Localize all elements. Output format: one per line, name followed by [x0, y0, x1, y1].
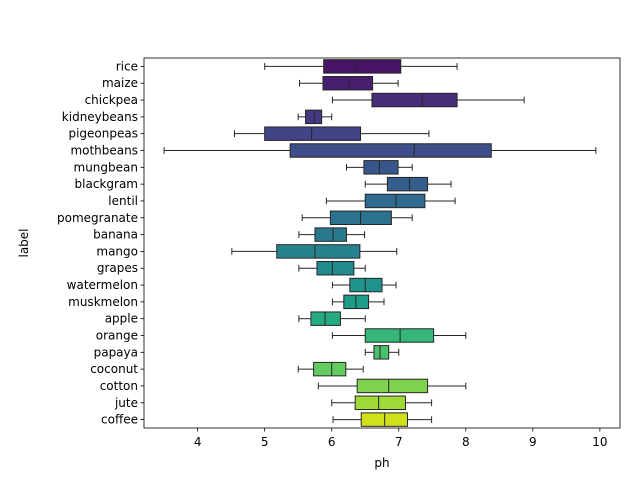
box-orange [331, 328, 467, 343]
box-rect [313, 361, 347, 377]
box-rect [322, 76, 374, 91]
box-coconut [297, 361, 364, 377]
box-rect [373, 345, 390, 360]
box-jute [331, 395, 433, 410]
box-mothbeans [163, 143, 597, 158]
box-coffee [332, 412, 433, 427]
box-papaya [364, 345, 400, 360]
y-tick-label: chickpea [85, 93, 138, 107]
y-tick-label: orange [96, 329, 138, 343]
box-rect [363, 160, 399, 175]
box-banana [298, 227, 366, 242]
box-watermelon [331, 277, 397, 293]
x-tick-label: 9 [529, 435, 537, 449]
box-rect [305, 109, 323, 125]
box-kidneybeans [297, 109, 333, 125]
y-tick-label: rice [116, 59, 138, 73]
y-tick-label: mothbeans [70, 144, 138, 158]
box-rect [371, 92, 458, 108]
box-rect [364, 193, 426, 209]
y-axis-label: label [17, 228, 31, 257]
x-axis-label: ph [374, 456, 389, 470]
y-tick-label: pigeonpeas [68, 127, 138, 141]
y-tick-label: papaya [94, 345, 138, 359]
box-rect [349, 277, 383, 293]
y-tick-label: blackgram [75, 177, 138, 191]
box-lentil [325, 193, 456, 209]
y-tick-label: grapes [97, 261, 138, 275]
y-tick-label: pomegranate [57, 211, 138, 225]
y-tick-label: lentil [108, 194, 138, 208]
y-tick-label: maize [102, 76, 138, 90]
axes-frame [143, 57, 621, 429]
box-pomegranate [301, 210, 413, 226]
box-grapes [298, 261, 366, 276]
x-tick-label: 5 [261, 435, 269, 449]
x-tick-label: 6 [328, 435, 336, 449]
box-rect [364, 328, 435, 343]
y-tick-label: mungbean [74, 160, 138, 174]
box-rice [264, 59, 458, 74]
box-rect [386, 176, 429, 192]
box-rect [310, 311, 341, 326]
box-rect [354, 395, 406, 410]
y-axis-ticks: rice maize chickpea kidneybeans pigeonpeas mo… [57, 59, 144, 427]
y-tick-label: muskmelon [68, 295, 138, 309]
y-tick-label: coconut [90, 362, 138, 376]
box-mungbean [345, 160, 413, 175]
y-tick-label: banana [93, 228, 138, 242]
y-tick-label: apple [105, 312, 138, 326]
x-tick-label: 4 [194, 435, 202, 449]
box-pigeonpeas [234, 126, 430, 141]
box-blackgram [364, 176, 452, 192]
box-rect [289, 143, 492, 158]
box-chickpea [331, 92, 525, 108]
y-tick-label: mango [96, 244, 138, 258]
x-tick-label: 8 [462, 435, 470, 449]
box-cotton [317, 378, 467, 394]
x-tick-label: 10 [592, 435, 607, 449]
box-rect [276, 244, 361, 259]
y-tick-label: watermelon [67, 278, 138, 292]
x-axis-ticks: 4 5 6 7 8 9 10 [194, 428, 608, 449]
y-tick-label: kidneybeans [62, 110, 138, 124]
box-rect [356, 378, 429, 394]
boxes-layer [163, 59, 597, 427]
box-apple [298, 311, 366, 326]
y-tick-label: jute [114, 396, 138, 410]
y-tick-label: coffee [101, 413, 138, 427]
box-rect [316, 261, 355, 276]
box-maize [299, 76, 399, 91]
box-rect [314, 227, 347, 242]
box-muskmelon [331, 294, 385, 310]
box-rect [264, 126, 362, 141]
box-rect [323, 59, 402, 74]
y-tick-label: cotton [100, 379, 138, 393]
box-mango [231, 244, 398, 259]
x-tick-label: 7 [395, 435, 403, 449]
